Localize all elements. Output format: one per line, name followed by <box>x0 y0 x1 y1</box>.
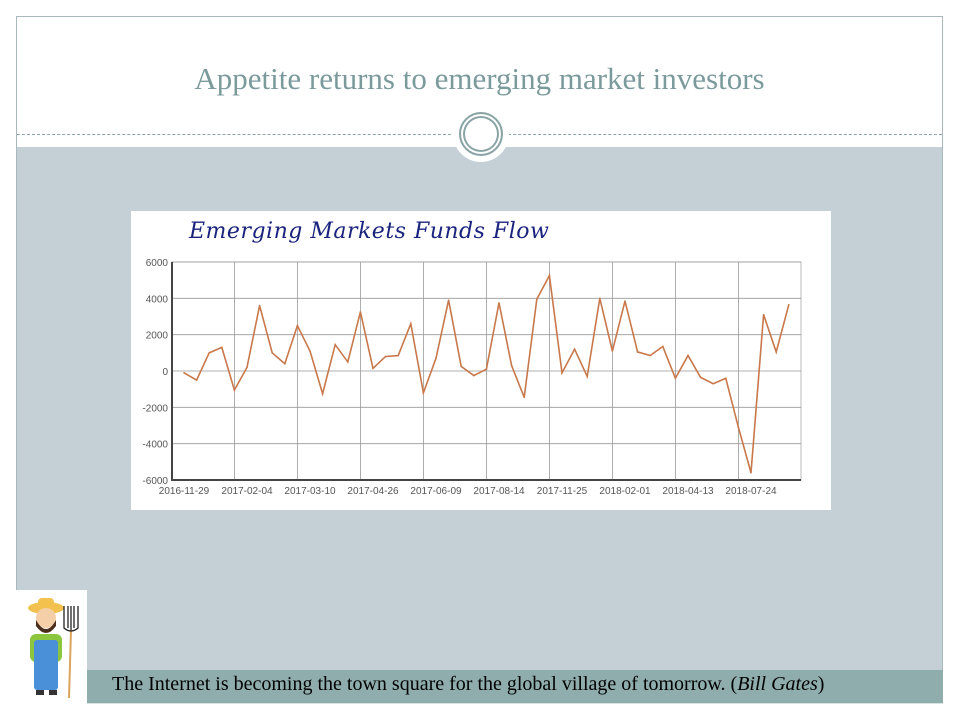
data-point <box>599 297 601 300</box>
data-point <box>422 392 425 394</box>
slide: Appetite returns to emerging market inve… <box>16 16 943 702</box>
data-point <box>284 362 286 365</box>
data-point <box>334 343 336 346</box>
x-tick-label: 2018-02-01 <box>599 486 651 497</box>
data-point <box>523 396 525 399</box>
farmer-illustration <box>16 590 87 703</box>
data-point <box>397 354 400 357</box>
data-point <box>762 313 765 316</box>
data-point <box>674 377 677 380</box>
y-tick-label: 0 <box>162 367 168 378</box>
data-point <box>548 274 551 277</box>
data-point <box>498 302 500 304</box>
quote-close: ) <box>817 673 825 695</box>
data-point <box>712 382 714 385</box>
x-tick-label: 2016-11-29 <box>159 486 210 497</box>
data-point <box>649 354 651 357</box>
x-tick-label: 2017-04-26 <box>347 486 399 497</box>
farmer-icon <box>28 598 79 699</box>
y-tick-label: 4000 <box>146 294 169 305</box>
y-tick-label: 6000 <box>146 258 169 269</box>
data-point <box>246 366 248 369</box>
data-point <box>410 322 412 325</box>
data-point <box>271 352 273 354</box>
data-point <box>510 364 513 367</box>
data-point <box>258 304 261 307</box>
data-point <box>687 354 689 357</box>
data-point <box>775 351 777 353</box>
x-tick-label: 2017-03-10 <box>284 486 336 497</box>
y-tick-label: -6000 <box>142 476 168 487</box>
x-tick-label: 2017-02-04 <box>221 486 273 497</box>
data-point <box>586 375 588 378</box>
data-point <box>536 298 538 301</box>
chart-container: 6000 4000 2000 0 -2000 -4000 -6000 2016-11-29 20… <box>131 211 831 510</box>
x-tick-label: 2018-04-13 <box>662 486 714 497</box>
quote-author: Bill Gates <box>737 673 818 695</box>
slide-title: Appetite returns to emerging market inve… <box>194 61 765 96</box>
data-point <box>384 355 387 358</box>
data-point <box>473 374 475 377</box>
data-point <box>611 350 614 352</box>
data-point <box>573 348 576 350</box>
data-point <box>788 303 790 306</box>
ring-icon <box>459 112 503 156</box>
y-tick-label: -4000 <box>142 440 168 451</box>
data-point <box>183 372 185 374</box>
data-point <box>208 352 210 354</box>
data-point <box>321 392 324 395</box>
data-point <box>561 372 563 374</box>
data-point <box>195 379 198 381</box>
x-tick-label: 2017-11-25 <box>537 486 588 497</box>
data-point <box>624 300 626 302</box>
data-point <box>435 357 437 360</box>
data-point <box>233 389 236 391</box>
data-point <box>359 311 362 313</box>
x-tick-label: 2017-06-09 <box>410 486 462 497</box>
y-tick-label: -2000 <box>142 403 168 414</box>
data-point <box>309 350 311 352</box>
data-point <box>737 426 740 429</box>
data-point <box>699 376 702 379</box>
quote: The Internet is becoming the town square… <box>112 673 824 696</box>
data-point <box>662 345 664 348</box>
x-tick-label: 2017-08-14 <box>473 486 525 497</box>
data-point <box>636 351 639 353</box>
data-point <box>725 377 727 380</box>
data-point <box>221 346 223 349</box>
chart-title: Emerging Markets Funds Flow <box>189 219 550 244</box>
data-point <box>296 324 299 327</box>
quote-text: The Internet is becoming the town square… <box>112 673 738 695</box>
data-point <box>460 365 463 368</box>
data-point <box>372 367 374 370</box>
y-tick-label: 2000 <box>146 331 169 342</box>
data-point <box>447 299 450 301</box>
x-tick-label: 2018-07-24 <box>725 486 777 497</box>
data-point <box>347 361 349 363</box>
data-point <box>485 368 488 370</box>
quote-bar: The Internet is becoming the town square… <box>87 670 943 704</box>
data-point <box>750 471 752 474</box>
